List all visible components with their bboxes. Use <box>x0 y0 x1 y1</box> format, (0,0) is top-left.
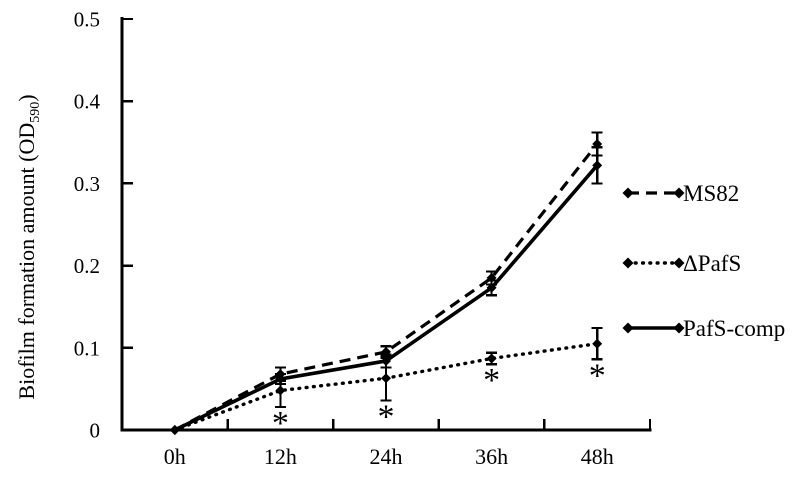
legend-marker-icon <box>673 257 685 269</box>
series-2-marker <box>486 282 497 293</box>
y-axis-title-text: Biofilm formation amount (OD <box>14 122 39 400</box>
y-tick-label: 0.5 <box>74 8 100 32</box>
x-tick-label: 0h <box>164 444 186 469</box>
legend-item: MS82 <box>622 181 739 206</box>
legend-label: PafS-comp <box>683 316 785 341</box>
series-0-marker <box>486 272 497 283</box>
legend-marker-icon <box>622 322 634 334</box>
x-tick-label: 36h <box>475 444 508 469</box>
series-0-marker <box>592 138 603 149</box>
series-1-marker <box>275 385 286 396</box>
series-1-marker <box>486 353 497 364</box>
series-2-marker <box>275 374 286 385</box>
legend-marker-icon <box>673 187 685 199</box>
y-axis-title: Biofilm formation amount (OD590) <box>14 22 43 472</box>
legend-marker-icon <box>622 257 634 269</box>
y-tick-label: 0.4 <box>74 90 101 114</box>
y-axis-title-close: ) <box>14 94 39 102</box>
series-0-line <box>174 142 599 432</box>
significance-asterisk: * <box>272 405 289 442</box>
significance-asterisk: * <box>483 362 500 399</box>
series-2-marker <box>592 160 603 171</box>
x-tick-label: 24h <box>370 444 403 469</box>
y-tick-label: 0.3 <box>74 172 100 196</box>
x-tick-label: 48h <box>581 444 614 469</box>
series-0-marker <box>381 346 391 357</box>
legend-label: ΔPafS <box>683 251 741 276</box>
x-tick-label: 12h <box>264 444 297 469</box>
series-2-marker <box>169 425 180 435</box>
significance-asterisk: * <box>589 357 606 394</box>
y-tick-label: 0 <box>90 419 101 443</box>
y-axis-title-subscript: 590 <box>28 101 43 123</box>
legend-item: ΔPafS <box>622 251 741 276</box>
legend-item: PafS-comp <box>622 316 785 341</box>
significance-asterisk: * <box>378 398 395 435</box>
series-1-marker <box>381 373 391 384</box>
y-tick-label: 0.2 <box>74 254 100 278</box>
legend-label: MS82 <box>683 181 739 206</box>
series-1-marker <box>592 338 603 349</box>
series-2-marker <box>381 355 391 366</box>
legend-marker-icon <box>622 187 634 199</box>
y-tick-label: 0.1 <box>74 336 100 360</box>
legend-marker-icon <box>673 322 685 334</box>
